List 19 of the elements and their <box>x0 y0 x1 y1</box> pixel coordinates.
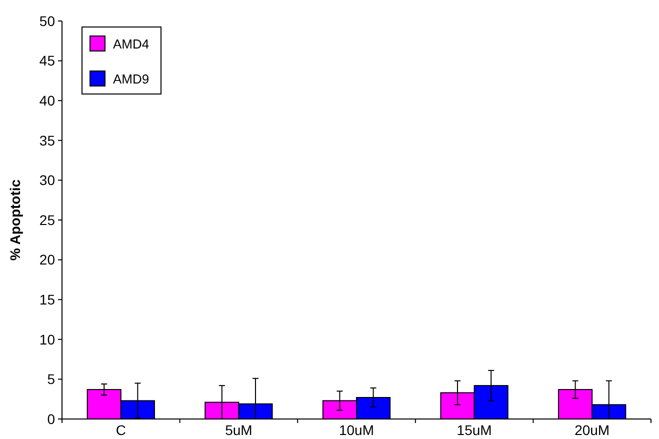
y-tick-label: 15 <box>39 292 56 308</box>
y-tick-label: 0 <box>47 410 56 427</box>
y-tick-label: 20 <box>39 252 56 268</box>
x-tick-label: C <box>116 422 126 438</box>
y-tick-label: 25 <box>39 212 56 228</box>
y-tick-label: 10 <box>39 331 56 348</box>
x-tick-label: 20uM <box>574 422 610 438</box>
legend-label: AMD9 <box>113 72 150 87</box>
y-tick-label: 5 <box>47 371 56 388</box>
y-tick-label: 50 <box>39 12 56 29</box>
y-axis-title: % Apoptotic <box>7 179 23 261</box>
legend-label: AMD4 <box>113 36 150 52</box>
x-tick-label: 15uM <box>456 422 492 438</box>
y-tick-label: 40 <box>39 92 56 108</box>
y-tick-label: 45 <box>39 52 56 69</box>
x-tick-label: 10uM <box>338 422 374 438</box>
y-tick-label: 30 <box>39 172 56 188</box>
x-tick-label: 5uM <box>225 422 252 438</box>
y-tick-label: 35 <box>39 132 56 148</box>
